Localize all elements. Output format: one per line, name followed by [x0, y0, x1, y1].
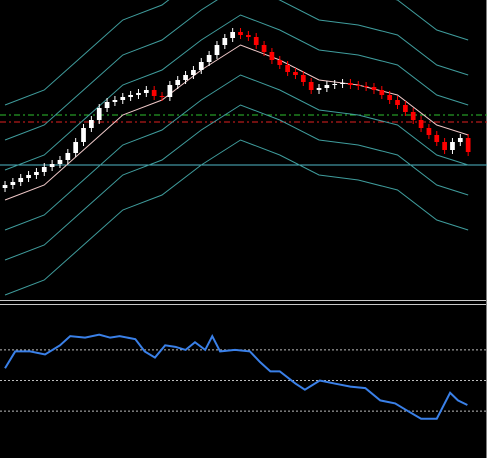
band-line — [4, 104, 469, 261]
candle-body — [159, 96, 165, 97]
candle-body — [465, 138, 471, 152]
band-line — [4, 0, 469, 106]
candle-body — [136, 93, 141, 95]
candle-body — [379, 90, 385, 95]
candle-body — [410, 112, 416, 120]
band-line — [4, 74, 469, 231]
candle-body — [73, 142, 79, 153]
candle-body — [230, 32, 236, 38]
candle-body — [191, 70, 196, 75]
candle-body — [316, 88, 322, 90]
candle-body — [96, 108, 102, 120]
band-line — [4, 14, 469, 171]
candle-body — [143, 90, 149, 93]
candle-body — [18, 178, 24, 182]
candle-body — [26, 175, 31, 178]
candle-body — [340, 83, 345, 84]
candle-body — [285, 65, 290, 72]
candle-body — [450, 142, 455, 150]
candle-body — [183, 75, 188, 80]
candle-body — [261, 45, 267, 52]
candle-body — [175, 80, 181, 85]
candle-body — [151, 90, 157, 96]
candle-body — [457, 138, 463, 142]
candle-body — [238, 32, 243, 35]
candle-body — [395, 100, 400, 105]
candle-body — [222, 38, 228, 45]
candle-body — [277, 60, 283, 65]
candle-body — [355, 85, 361, 86]
candle-body — [332, 84, 338, 85]
candle-body — [253, 37, 259, 45]
candle-body — [363, 86, 369, 87]
candle-body — [387, 95, 393, 100]
candle-body — [371, 87, 377, 90]
candle-body — [324, 85, 330, 88]
oscillator-panel — [0, 333, 487, 420]
candle-body — [293, 72, 298, 75]
candle-body — [300, 75, 306, 82]
candle-body — [214, 45, 220, 55]
band-line — [4, 0, 469, 141]
candle-body — [65, 153, 71, 160]
candle-body — [89, 120, 94, 128]
candle-body — [198, 62, 204, 70]
candle-body — [418, 120, 424, 128]
candle-body — [442, 142, 447, 150]
candle-body — [49, 164, 55, 167]
candle-body — [403, 105, 408, 112]
candle-body — [426, 128, 432, 135]
candle-body — [2, 185, 8, 188]
candle-body — [434, 135, 440, 142]
candle-body — [104, 102, 110, 108]
candle-body — [120, 97, 126, 100]
candle-body — [128, 95, 133, 97]
candle-body — [81, 128, 86, 142]
candle-body — [167, 85, 173, 97]
candle-body — [34, 172, 39, 175]
band-line — [4, 139, 469, 296]
candle-body — [246, 35, 251, 37]
candle-body — [10, 182, 16, 185]
candle-body — [112, 100, 118, 102]
candle-body — [41, 167, 47, 172]
candle-body — [348, 83, 353, 85]
candle-body — [269, 52, 275, 60]
candle-body — [57, 160, 63, 164]
candle-body — [206, 55, 212, 62]
candle-body — [308, 82, 314, 90]
band-line — [4, 44, 469, 201]
oscillator-line — [4, 333, 468, 420]
price-panel — [0, 0, 487, 296]
